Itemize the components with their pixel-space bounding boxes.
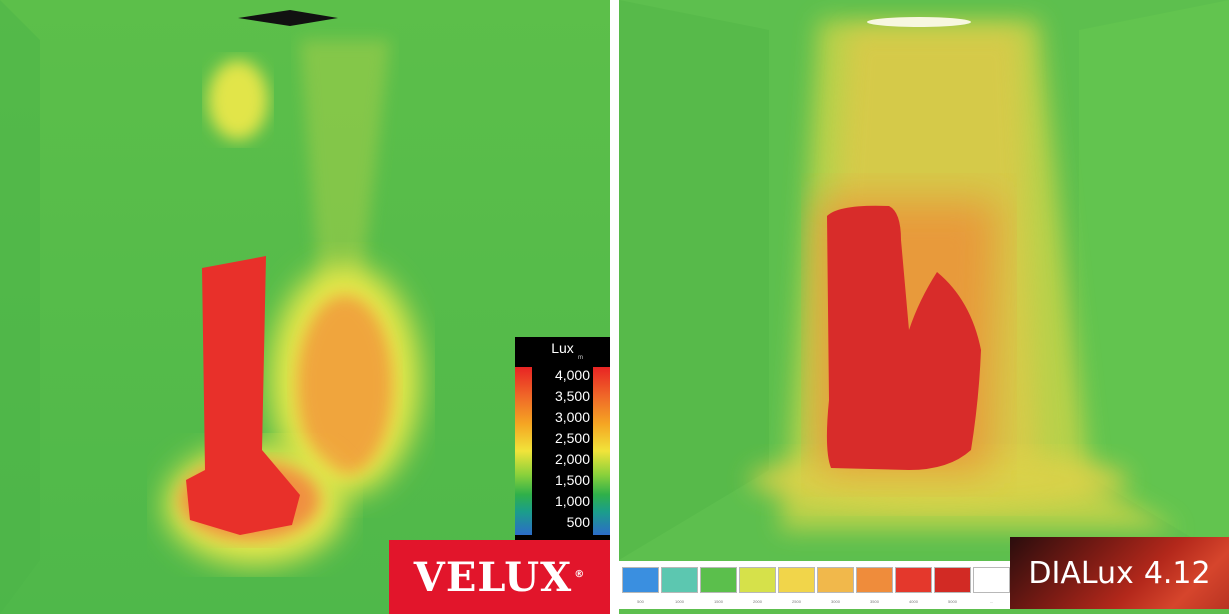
dialux-version: 4.12 xyxy=(1143,555,1211,591)
dialux-simulation-panel: 500 1000 1500 2000 2500 3000 3500 4000 5… xyxy=(619,0,1229,614)
legend-tick: 3,500 xyxy=(554,388,590,404)
velux-logo-text: VELUX xyxy=(413,553,573,601)
legend-label: 5000 xyxy=(948,599,957,604)
legend-color-bar-right xyxy=(593,367,610,535)
legend-label: 1000 xyxy=(675,599,684,604)
legend-swatch xyxy=(934,567,971,593)
legend-swatch xyxy=(661,567,698,593)
legend-swatch xyxy=(817,567,854,593)
velux-luminance-render xyxy=(0,0,610,614)
light-spill-orange xyxy=(297,295,393,475)
velux-logo: VELUX ® xyxy=(389,540,610,614)
direct-sun-patch xyxy=(826,205,981,470)
legend-tick: 1,500 xyxy=(554,472,590,488)
legend-swatch xyxy=(700,567,737,593)
dialux-logo-text: DIALux xyxy=(1028,555,1134,591)
legend-tick: 3,000 xyxy=(554,409,590,425)
lux-color-legend: Lux m 4,000 3,500 3,000 2,500 2,000 1,50… xyxy=(515,337,610,540)
legend-tick: 4,000 xyxy=(554,367,590,383)
legend-label: 1500 xyxy=(714,599,723,604)
velux-simulation-panel: Lux m 4,000 3,500 3,000 2,500 2,000 1,50… xyxy=(0,0,610,614)
legend-tick: 2,500 xyxy=(554,430,590,446)
legend-label: 2000 xyxy=(753,599,762,604)
legend-tick: 1,000 xyxy=(554,493,590,509)
legend-unit-mark: m xyxy=(578,355,583,361)
legend-label: ... xyxy=(989,599,994,604)
legend-label: 3500 xyxy=(870,599,879,604)
legend-label: 2500 xyxy=(792,599,801,604)
skylight-shape xyxy=(867,17,971,27)
legend-label: 3000 xyxy=(831,599,840,604)
legend-tick: 500 xyxy=(566,514,590,530)
dialux-logo: DIALux 4.12 xyxy=(1010,537,1229,609)
dialux-color-legend: 500 1000 1500 2000 2500 3000 3500 4000 5… xyxy=(619,561,1019,609)
ceiling-reflection xyxy=(208,60,268,140)
legend-swatch xyxy=(895,567,932,593)
skylight-shape xyxy=(238,10,338,26)
legend-color-bar-left xyxy=(515,367,532,535)
legend-title: Lux xyxy=(551,340,574,356)
legend-ticks: 4,000 3,500 3,000 2,500 2,000 1,500 1,00… xyxy=(532,367,593,537)
legend-label: 500 xyxy=(637,599,644,604)
legend-swatch xyxy=(856,567,893,593)
legend-swatch xyxy=(778,567,815,593)
legend-swatch xyxy=(973,567,1010,593)
legend-swatch xyxy=(739,567,776,593)
direct-sun-patch xyxy=(186,256,300,535)
legend-label: 4000 xyxy=(909,599,918,604)
legend-tick: 2,000 xyxy=(554,451,590,467)
dialux-luminance-render xyxy=(619,0,1229,614)
legend-swatch xyxy=(622,567,659,593)
registered-mark: ® xyxy=(574,568,586,580)
